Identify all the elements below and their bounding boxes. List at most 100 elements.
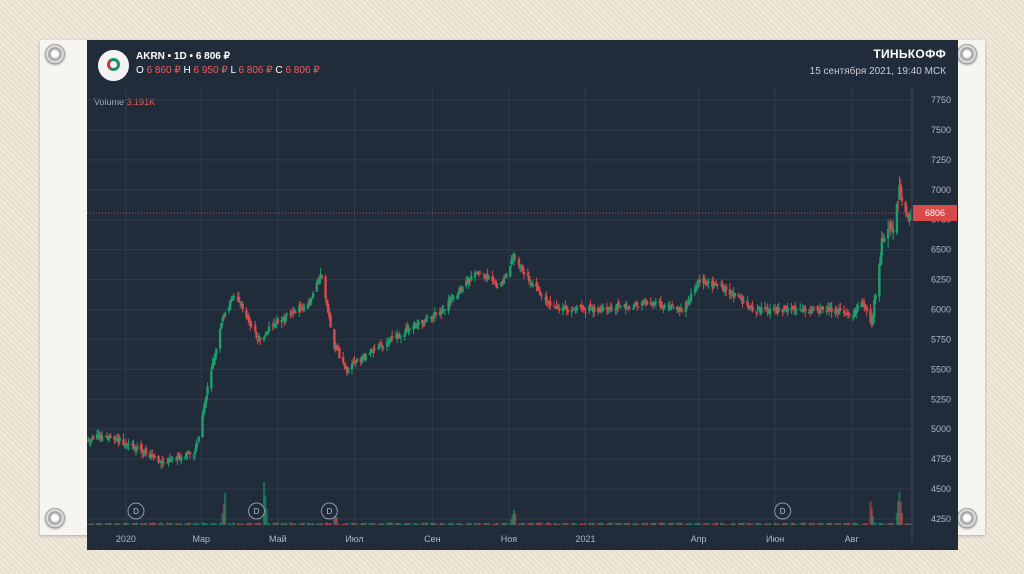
volume-bar — [391, 522, 394, 525]
candlestick-body — [176, 456, 179, 460]
volume-bar — [170, 522, 173, 525]
candlestick-body — [782, 307, 786, 311]
top-right-grommet — [957, 44, 977, 64]
candlestick-body — [284, 316, 287, 323]
dividend-marker[interactable]: D — [320, 502, 338, 520]
open-value: 6 860 ₽ — [146, 65, 181, 76]
x-axis-tick-label: Май — [269, 534, 287, 544]
volume-bar — [684, 523, 688, 525]
volume-bar — [545, 523, 548, 525]
volume-bar — [157, 523, 160, 525]
volume-bar — [624, 522, 627, 525]
volume-bar — [176, 523, 179, 525]
low-value: 6 806 ₽ — [238, 65, 273, 76]
volume-bar — [900, 513, 904, 525]
candlestick-body — [99, 434, 103, 439]
candlestick-body — [257, 335, 261, 340]
volume-bar — [731, 522, 734, 525]
candlestick-body — [537, 286, 541, 291]
volume-bar — [879, 522, 882, 525]
candlestick-body — [212, 358, 216, 366]
candlestick-body — [853, 310, 856, 317]
volume-bar — [581, 524, 585, 525]
candlestick-body — [274, 324, 277, 326]
candlestick-body — [151, 454, 154, 456]
candlestick-body — [289, 313, 292, 315]
volume-bar — [114, 523, 117, 525]
candlestick-body — [888, 226, 891, 228]
volume-bar — [259, 522, 262, 525]
volume-bar — [649, 523, 652, 525]
candlestick-body — [354, 361, 357, 364]
dividend-marker-circle[interactable] — [127, 502, 145, 520]
volume-bar — [856, 523, 860, 525]
volume-bar — [380, 523, 384, 525]
candlestick-body — [291, 311, 295, 314]
candlestick-body — [539, 292, 542, 296]
candlestick-body — [907, 214, 910, 219]
volume-bar — [275, 523, 278, 525]
candlestick-body — [535, 282, 538, 288]
dividend-marker-label[interactable]: D — [254, 507, 260, 516]
volume-bar — [760, 523, 763, 525]
candlestick-body — [809, 310, 812, 312]
candlestick-body — [301, 308, 305, 310]
candlestick-body — [731, 292, 734, 294]
candlestick-body — [88, 439, 91, 441]
volume-bar — [152, 522, 155, 525]
dividend-marker-label[interactable]: D — [133, 507, 139, 516]
candlestick-body — [714, 284, 718, 286]
x-axis-tick-label: Июл — [345, 534, 363, 544]
volume-bar — [364, 522, 367, 525]
volume-bar — [382, 523, 385, 525]
volume-bar — [570, 523, 573, 525]
volume-bar — [451, 523, 454, 525]
candlestick-body — [127, 443, 130, 445]
dividend-marker-label[interactable]: D — [326, 507, 332, 516]
volume-bar — [816, 522, 819, 525]
volume-bar — [632, 523, 635, 525]
dividend-marker-circle[interactable] — [774, 502, 792, 520]
volume-bar — [354, 523, 357, 525]
volume-bar — [511, 514, 514, 525]
volume-bar — [249, 522, 252, 525]
dividend-marker-circle[interactable] — [320, 502, 338, 520]
volume-bar — [772, 523, 775, 525]
candlestick-body — [211, 363, 214, 370]
candlestick-body — [591, 307, 595, 313]
volume-bar — [151, 522, 154, 525]
dividend-marker[interactable]: D — [248, 502, 266, 520]
candlestick-body — [555, 305, 558, 308]
candlestick-body — [895, 203, 899, 233]
candlestick-body — [485, 276, 488, 278]
candlestick-body — [544, 297, 547, 299]
dividend-marker-circle[interactable] — [248, 502, 266, 520]
candlestick-body — [747, 305, 750, 309]
volume-bar — [681, 523, 684, 525]
volume-bar — [230, 524, 233, 525]
volume-bar — [127, 523, 130, 525]
volume-bar — [149, 524, 153, 525]
volume-bar — [750, 524, 753, 525]
volume-bar — [476, 523, 479, 525]
volume-bar — [756, 522, 759, 525]
volume-bar — [98, 523, 101, 525]
volume-bar — [105, 523, 109, 525]
volume-indicator-label: Volume 3.191K — [94, 97, 155, 107]
volume-bar — [280, 522, 283, 525]
candlestick-body — [848, 313, 851, 316]
dividend-marker[interactable]: D — [774, 502, 792, 520]
candlestick-body — [259, 337, 262, 340]
volume-bar — [326, 524, 330, 525]
dividend-marker-label[interactable]: D — [780, 507, 786, 516]
volume-bar — [703, 523, 706, 525]
candlestick-body — [122, 438, 125, 445]
volume-bar — [573, 523, 576, 525]
dividend-marker[interactable]: D — [127, 502, 145, 520]
candlestick-body — [830, 307, 833, 313]
candlestick-body — [355, 358, 359, 363]
volume-bar — [820, 523, 823, 525]
volume-bar — [643, 523, 646, 525]
candlestick-body — [139, 444, 143, 451]
candlestick-body — [688, 299, 691, 301]
